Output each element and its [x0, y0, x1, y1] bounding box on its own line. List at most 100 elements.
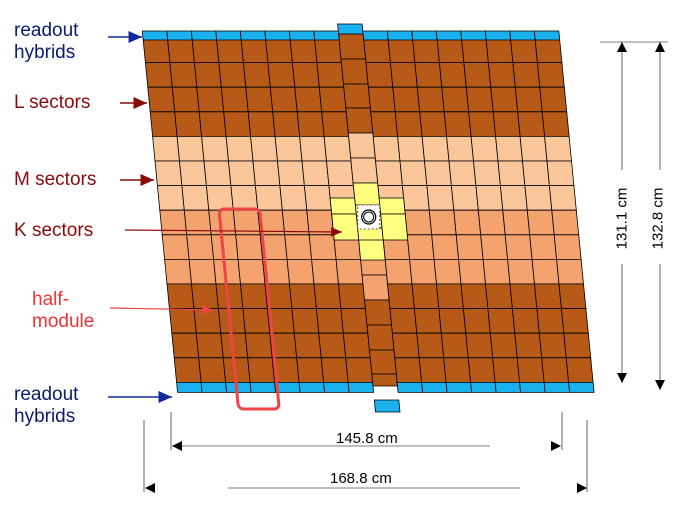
module-cell [524, 185, 553, 211]
readout-hybrid-top [166, 30, 193, 41]
module-cell [218, 62, 247, 88]
height-inner-label: 131.1 cm [613, 187, 631, 250]
module-cell [392, 86, 421, 113]
module-cell [323, 135, 352, 162]
module-cell [512, 62, 541, 88]
readout-hybrids [141, 23, 595, 413]
module-cell [387, 37, 416, 63]
module-cell [247, 111, 276, 137]
module-cell [499, 185, 528, 211]
readout-hybrid-bottom [249, 381, 277, 393]
module-cell [301, 160, 330, 187]
module-cell [181, 185, 210, 211]
module-cell [372, 135, 401, 162]
k-sector-cell [378, 197, 406, 215]
module-cell [244, 332, 273, 359]
module-cell [409, 258, 437, 285]
module-cell [446, 135, 474, 162]
module-cell [436, 37, 465, 63]
module-cell [191, 283, 219, 310]
module-cell [289, 283, 317, 310]
module-cell [418, 357, 447, 383]
dim-h-inner-arrow-up [617, 42, 627, 52]
readout-hybrid-top [313, 30, 340, 41]
module-cell [291, 62, 320, 88]
module-cell [391, 332, 420, 359]
module-cell [299, 135, 327, 162]
module-cell [436, 283, 464, 310]
k-sectors-arrow [124, 227, 343, 237]
module-cell [203, 160, 232, 187]
module-cell [538, 332, 567, 359]
module-cell [149, 111, 178, 137]
dim-w-outer-arrow-left [145, 483, 155, 493]
readout-hybrid-top [239, 30, 267, 41]
readout-hybrid-bottom [421, 381, 448, 393]
module-cell [458, 258, 486, 285]
central-column-cell [345, 107, 374, 134]
module-cell [511, 308, 540, 334]
module-cell [252, 160, 281, 187]
readout-bottom-line1: readout [14, 384, 79, 405]
module-cell [546, 160, 575, 187]
readout-hybrid-bottom [176, 381, 203, 393]
readout-hybrid-bottom [200, 381, 228, 393]
module-cell [428, 209, 457, 236]
readout-hybrid-top [337, 23, 364, 35]
readout-hybrid-bottom [568, 381, 595, 393]
central-column-cell [350, 157, 379, 184]
readout-top-line1: readout [14, 20, 79, 41]
module-cell [179, 160, 207, 187]
module-cell [431, 234, 460, 260]
module-cell [311, 258, 339, 285]
dim-w-inner-arrow-right [551, 441, 561, 451]
module-cell [389, 308, 418, 334]
module-cell [144, 62, 173, 88]
module-cell [291, 308, 320, 334]
module-cell [384, 258, 413, 285]
module-cell [313, 283, 342, 310]
module-cell [169, 62, 198, 88]
readout-hybrid-bottom [347, 381, 375, 393]
k-sector-cell [331, 213, 360, 241]
module-cell [193, 308, 222, 334]
module-cell [522, 160, 550, 187]
module-cell [397, 135, 425, 162]
module-cell [556, 258, 584, 285]
module-cell [551, 209, 580, 236]
module-cell [558, 283, 587, 310]
readout-top-line2: hybrids [14, 42, 76, 63]
module-cell [279, 185, 308, 211]
readout-hybrid-bottom [519, 381, 546, 393]
beam-pipe-inner [363, 211, 375, 223]
module-cell [176, 135, 205, 162]
readout-hybrid-bottom [323, 381, 350, 393]
readout-hybrid-top [141, 30, 169, 41]
module-cell [265, 37, 293, 63]
module-cell [455, 234, 484, 260]
module-cell [441, 86, 470, 113]
module-cell [254, 185, 283, 211]
readout-hybrid-top [386, 30, 414, 41]
half-module-arrow [109, 304, 214, 315]
central-column-cell [366, 324, 395, 351]
module-cell [529, 234, 558, 260]
readout-hybrids-bottom-label: readout hybrids [14, 384, 78, 428]
k-sector-cell [329, 197, 357, 215]
module-cell [284, 234, 313, 260]
module-cell [448, 160, 477, 187]
module-cell [421, 135, 450, 162]
module-cell [342, 332, 371, 359]
module-cell [419, 111, 448, 137]
module-cell [191, 37, 220, 63]
readout-hybrid-bottom [225, 381, 252, 393]
module-cell [477, 209, 506, 236]
module-cell [467, 357, 496, 383]
module-cell [367, 86, 396, 113]
half-module-outline [217, 207, 281, 411]
readout-hybrid-top [411, 30, 438, 41]
module-cell [473, 160, 501, 187]
module-cell [296, 357, 325, 383]
central-column-cell [368, 349, 397, 375]
